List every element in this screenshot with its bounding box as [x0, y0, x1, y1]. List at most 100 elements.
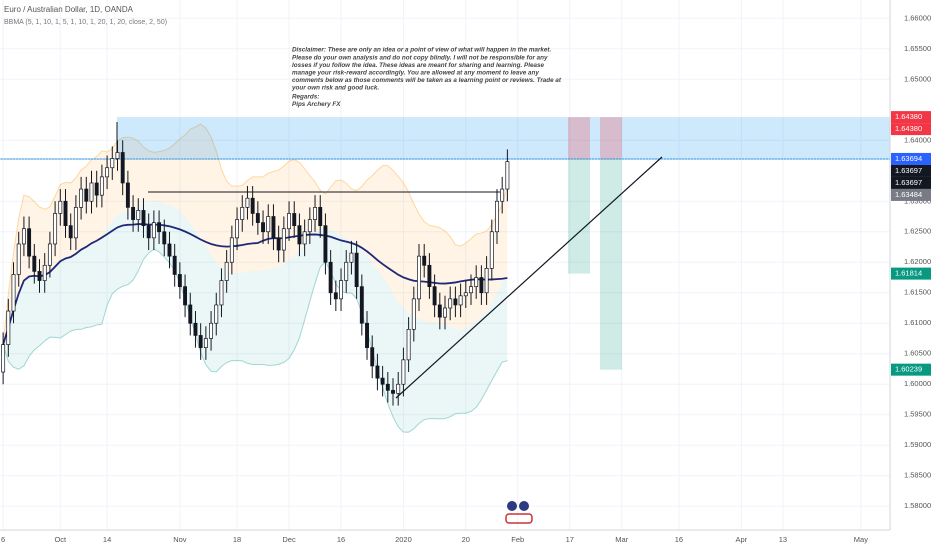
- x-tick-label: 6: [1, 535, 5, 544]
- y-tick-label: 1.65000: [904, 74, 931, 83]
- candle-body: [318, 207, 323, 227]
- candle-body: [47, 243, 52, 266]
- disclaimer-line: losses if you follow the idea. These ide…: [292, 62, 544, 69]
- candle-body: [292, 213, 297, 227]
- candle-body: [229, 237, 234, 263]
- candle-body: [417, 255, 421, 300]
- trend-line: [395, 156, 663, 399]
- y-tick-label: 1.60000: [904, 379, 931, 388]
- candle-body: [391, 389, 395, 394]
- disclaimer-line: Please do your own analysis and do not c…: [292, 54, 548, 61]
- disclaimer-line: manage your risk-reward accordingly. You…: [292, 69, 539, 76]
- x-tick-label: 16: [675, 535, 683, 544]
- lower-band: [3, 200, 508, 433]
- supply-zone: [117, 117, 890, 159]
- candle-body: [73, 207, 78, 239]
- candle-body: [224, 261, 229, 281]
- price-label-bg: [891, 152, 931, 165]
- candle-body: [125, 182, 130, 208]
- candle-body: [151, 222, 156, 239]
- candle-body: [261, 222, 265, 233]
- candle-body: [354, 252, 359, 288]
- candle-body: [172, 255, 177, 275]
- disclaimer-line: Disclaimer: These are only an idea or a …: [292, 47, 552, 54]
- candle-body: [42, 264, 47, 281]
- candle-body: [198, 335, 203, 348]
- candle-body: [11, 274, 16, 312]
- stop-box: [600, 117, 622, 159]
- candle-body: [489, 231, 494, 269]
- candle-body: [307, 219, 312, 233]
- signature-line: Regards:: [292, 94, 319, 101]
- candle-body: [99, 176, 104, 196]
- candle-body: [448, 298, 453, 309]
- candle-body: [89, 182, 94, 202]
- candle-body: [276, 237, 281, 251]
- candle-body: [203, 338, 208, 348]
- candle-body: [183, 286, 188, 306]
- candle-body: [21, 228, 26, 245]
- candle-body: [469, 286, 473, 294]
- y-tick-label: 1.62000: [904, 257, 931, 266]
- overlays: [0, 0, 890, 530]
- candle-body: [84, 188, 89, 202]
- candle-body: [323, 225, 328, 263]
- candle-body: [63, 200, 68, 227]
- candle-body: [365, 322, 369, 348]
- x-tick-label: Oct: [54, 535, 67, 544]
- y-tick-label: 1.64000: [904, 135, 931, 144]
- chart-title: Euro / Australian Dollar, 1D, OANDA: [4, 5, 134, 14]
- candle-body: [266, 216, 271, 233]
- candle-body: [177, 274, 182, 288]
- x-tick-label: 18: [233, 535, 241, 544]
- x-tick-label: 2020: [395, 535, 412, 544]
- ma-line: [2, 223, 508, 345]
- disclaimer-line: comments below as those comments will be…: [292, 77, 562, 84]
- x-tick-label: Apr: [735, 535, 747, 544]
- upper-band-line: [2, 123, 508, 345]
- lower-band-line: [2, 248, 508, 433]
- candle-body: [375, 365, 380, 379]
- candle-body: [188, 304, 193, 324]
- candle-body: [79, 188, 84, 208]
- x-tick-label: Mar: [615, 535, 628, 544]
- candle-body: [281, 228, 286, 251]
- price-label: 1.63484: [895, 190, 922, 199]
- y-tick-label: 1.66000: [904, 13, 931, 22]
- candle-body: [505, 161, 510, 190]
- candle-body: [68, 225, 73, 239]
- candle-body: [328, 261, 333, 294]
- candle-body: [396, 383, 401, 394]
- candle-body: [94, 182, 99, 196]
- candle-body: [53, 213, 58, 245]
- candle-body: [297, 225, 302, 245]
- candle-body: [32, 255, 37, 272]
- x-tick-label: 13: [779, 535, 787, 544]
- price-label-bg: [891, 363, 931, 376]
- x-tick-label: 20: [462, 535, 470, 544]
- candle-body: [479, 277, 484, 294]
- y-tick-label: 1.58500: [904, 471, 931, 480]
- x-tick-label: 17: [566, 535, 574, 544]
- candle-body: [463, 292, 468, 297]
- candle-body: [370, 347, 375, 367]
- candle-body: [422, 255, 427, 266]
- candle-body: [245, 197, 250, 208]
- candle-body: [255, 213, 260, 223]
- y-tick-label: 1.59500: [904, 410, 931, 419]
- candle-body: [411, 298, 416, 330]
- x-tick-label: May: [854, 535, 868, 544]
- candle-body: [271, 216, 276, 239]
- candle-body: [214, 304, 219, 324]
- candle-body: [401, 359, 406, 385]
- candle-body: [339, 280, 343, 300]
- price-label-bg: [891, 176, 931, 189]
- price-label: 1.63697: [895, 166, 922, 175]
- candle-body: [302, 231, 307, 245]
- x-tick-label: Feb: [511, 535, 524, 544]
- x-tick-label: Nov: [173, 535, 187, 544]
- target-box: [568, 158, 590, 274]
- y-tick-label: 1.65500: [904, 44, 931, 53]
- candle-body: [333, 292, 338, 300]
- candle-body: [437, 304, 442, 318]
